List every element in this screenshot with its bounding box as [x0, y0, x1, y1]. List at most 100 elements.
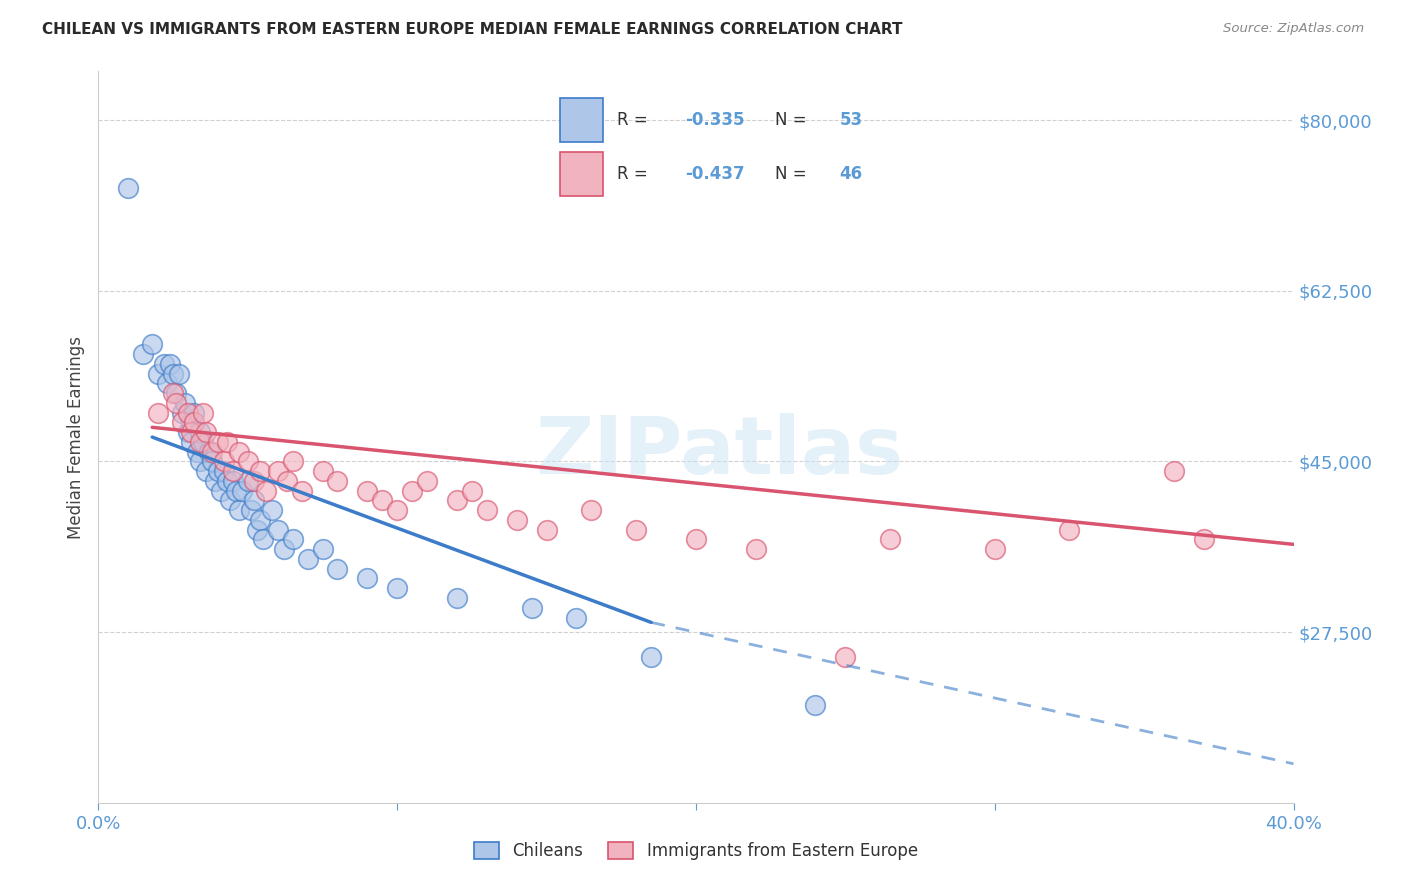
Point — [215, 434, 238, 449]
Point — [195, 464, 218, 478]
Point — [209, 483, 232, 498]
Point — [249, 513, 271, 527]
Point — [231, 483, 253, 498]
Point — [297, 552, 319, 566]
Point — [162, 367, 184, 381]
Point — [267, 464, 290, 478]
Point — [326, 562, 349, 576]
Point — [626, 523, 648, 537]
Point — [204, 474, 226, 488]
Point — [834, 649, 856, 664]
Point — [254, 483, 277, 498]
Point — [148, 367, 170, 381]
Point — [879, 533, 901, 547]
Point — [745, 542, 768, 557]
Point — [225, 483, 247, 498]
Point — [219, 493, 242, 508]
Point — [191, 434, 214, 449]
Point — [252, 533, 274, 547]
Point — [198, 444, 221, 458]
Point — [984, 542, 1007, 557]
Y-axis label: Median Female Earnings: Median Female Earnings — [66, 335, 84, 539]
Point — [311, 542, 333, 557]
Point — [132, 347, 155, 361]
Point — [273, 542, 295, 557]
Point — [172, 416, 194, 430]
Point — [167, 367, 190, 381]
Point — [520, 600, 543, 615]
Point — [385, 581, 409, 595]
Point — [565, 610, 588, 624]
Point — [581, 503, 603, 517]
Point — [1163, 464, 1185, 478]
Point — [212, 464, 235, 478]
Point — [180, 416, 202, 430]
Point — [165, 396, 187, 410]
Point — [401, 483, 423, 498]
Point — [281, 454, 304, 468]
Point — [180, 425, 202, 440]
Point — [172, 406, 194, 420]
Point — [141, 337, 163, 351]
Text: CHILEAN VS IMMIGRANTS FROM EASTERN EUROPE MEDIAN FEMALE EARNINGS CORRELATION CHA: CHILEAN VS IMMIGRANTS FROM EASTERN EUROP… — [42, 22, 903, 37]
Point — [416, 474, 439, 488]
Point — [1192, 533, 1215, 547]
Point — [356, 572, 378, 586]
Point — [186, 444, 208, 458]
Point — [153, 357, 176, 371]
Point — [1059, 523, 1081, 537]
Point — [180, 434, 202, 449]
Point — [188, 454, 211, 468]
Point — [159, 357, 181, 371]
Point — [371, 493, 394, 508]
Point — [201, 444, 224, 458]
Point — [222, 474, 245, 488]
Point — [246, 523, 269, 537]
Point — [117, 181, 139, 195]
Point — [385, 503, 409, 517]
Point — [207, 464, 229, 478]
Point — [195, 425, 218, 440]
Point — [536, 523, 558, 537]
Text: ZIPatlas: ZIPatlas — [536, 413, 904, 491]
Point — [685, 533, 707, 547]
Point — [188, 425, 211, 440]
Point — [177, 406, 200, 420]
Point — [148, 406, 170, 420]
Point — [177, 425, 200, 440]
Point — [356, 483, 378, 498]
Point — [191, 406, 214, 420]
Point — [311, 464, 333, 478]
Text: Source: ZipAtlas.com: Source: ZipAtlas.com — [1223, 22, 1364, 36]
Point — [165, 386, 187, 401]
Point — [228, 444, 250, 458]
Point — [222, 464, 245, 478]
Point — [446, 493, 468, 508]
Point — [201, 454, 224, 468]
Point — [446, 591, 468, 605]
Point — [239, 503, 262, 517]
Point — [228, 503, 250, 517]
Point — [183, 416, 205, 430]
Point — [291, 483, 314, 498]
Point — [249, 464, 271, 478]
Point — [267, 523, 290, 537]
Point — [212, 454, 235, 468]
Legend: Chileans, Immigrants from Eastern Europe: Chileans, Immigrants from Eastern Europe — [474, 842, 918, 860]
Point — [162, 386, 184, 401]
Point — [475, 503, 498, 517]
Point — [804, 698, 827, 713]
Point — [174, 396, 197, 410]
Point — [215, 474, 238, 488]
Point — [260, 503, 283, 517]
Point — [243, 493, 266, 508]
Point — [326, 474, 349, 488]
Point — [281, 533, 304, 547]
Point — [236, 454, 259, 468]
Point — [506, 513, 529, 527]
Point — [188, 434, 211, 449]
Point — [236, 474, 259, 488]
Point — [243, 474, 266, 488]
Point — [640, 649, 662, 664]
Point — [156, 376, 179, 391]
